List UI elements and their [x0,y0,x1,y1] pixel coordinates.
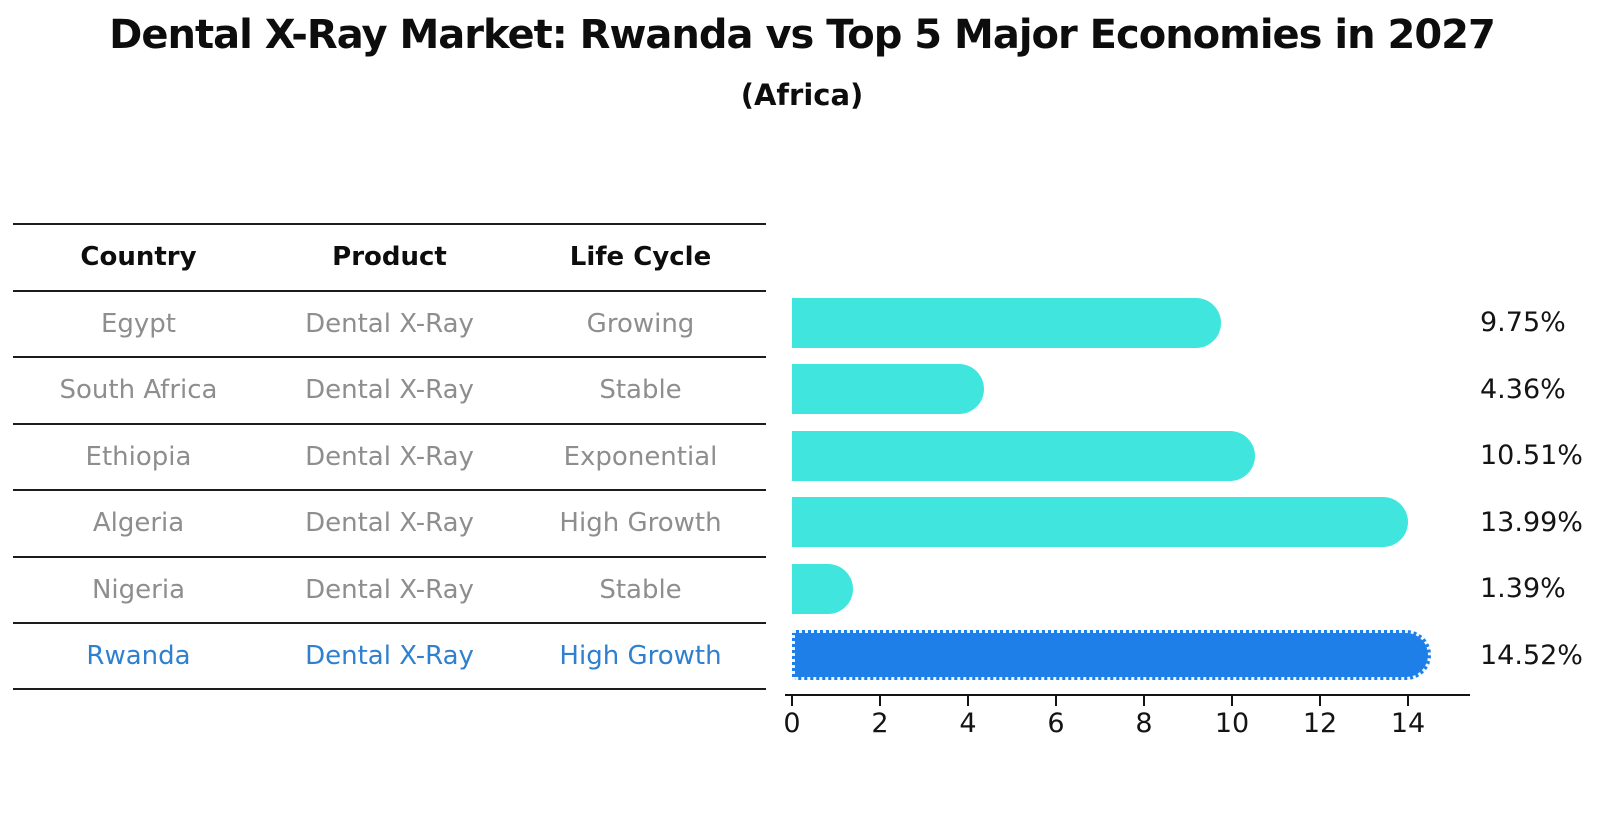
table-row-egypt: Egypt Dental X-Ray Growing 9.75% [0,289,1604,357]
table-row-rwanda-highlighted: Rwanda Dental X-Ray High Growth 14.52% [0,622,1604,689]
bar-value-label: 10.51% [1480,440,1583,472]
cell-product: Dental X-Ray [305,441,474,472]
comparison-table: Country Product Life Cycle Egypt Dental … [0,223,1604,689]
x-tick-mark [1055,696,1057,706]
table-bottom-rule [13,688,766,690]
bar-egypt [792,297,1222,348]
bar-value-label: 13.99% [1480,506,1583,538]
bar-value-label: 14.52% [1480,639,1583,671]
bar-ethiopia [792,430,1255,481]
cell-life-cycle: High Growth [559,641,722,672]
header-product: Product [332,242,447,273]
bar-rwanda-highlighted [792,630,1432,681]
header-country: Country [80,242,197,273]
x-tick-label: 0 [783,708,801,739]
cell-life-cycle: Stable [599,375,682,406]
cell-product: Dental X-Ray [305,574,474,605]
x-tick-mark [879,696,881,706]
bar-value-label: 9.75% [1480,307,1566,339]
chart-title: Dental X-Ray Market: Rwanda vs Top 5 Maj… [109,12,1496,58]
table-header-row: Country Product Life Cycle [0,223,1604,290]
x-tick-label: 6 [1047,708,1065,739]
chart-subtitle: (Africa) [740,78,864,112]
bar-value-label: 4.36% [1480,373,1566,405]
table-row-south-africa: South Africa Dental X-Ray Stable 4.36% [0,356,1604,423]
table-row-nigeria: Nigeria Dental X-Ray Stable 1.39% [0,555,1604,623]
cell-country: Nigeria [91,574,186,605]
bar-algeria [792,497,1408,548]
cell-life-cycle: Stable [599,574,682,605]
x-tick-label: 14 [1390,708,1426,739]
cell-product: Dental X-Ray [305,641,474,672]
cell-country: Egypt [100,308,177,339]
x-tick-label: 12 [1302,708,1338,739]
x-tick-label: 4 [959,708,977,739]
cell-country: Ethiopia [85,441,192,472]
bar-nigeria [792,563,854,614]
x-tick-mark [791,696,793,706]
table-row-algeria: Algeria Dental X-Ray High Growth 13.99% [0,489,1604,556]
cell-life-cycle: Growing [586,308,695,339]
cell-country: Algeria [92,508,185,539]
table-row-ethiopia: Ethiopia Dental X-Ray Exponential 10.51% [0,422,1604,490]
x-axis-line [785,694,1470,696]
x-tick-mark [1319,696,1321,706]
cell-country: Rwanda [86,641,191,672]
x-tick-mark [1407,696,1409,706]
cell-country: South Africa [59,375,218,406]
cell-life-cycle: High Growth [559,508,722,539]
cell-product: Dental X-Ray [305,375,474,406]
header-life-cycle: Life Cycle [569,242,712,273]
x-tick-label: 2 [871,708,889,739]
x-tick-mark [967,696,969,706]
x-tick-label: 10 [1214,708,1250,739]
x-axis: 0 2 4 6 8 10 12 14 [783,694,1470,744]
bar-south-africa [792,364,984,415]
cell-product: Dental X-Ray [305,308,474,339]
cell-life-cycle: Exponential [563,441,718,472]
x-tick-mark [1231,696,1233,706]
x-tick-label: 8 [1135,708,1153,739]
x-tick-mark [1143,696,1145,706]
cell-product: Dental X-Ray [305,508,474,539]
bar-value-label: 1.39% [1480,573,1566,605]
